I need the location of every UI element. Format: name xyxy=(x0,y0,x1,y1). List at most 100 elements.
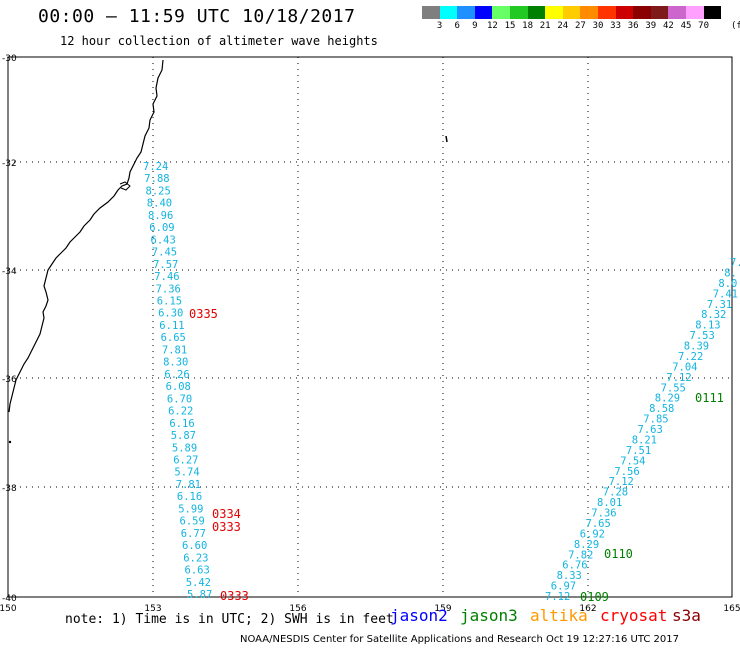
wave-height-label: 8.0 xyxy=(718,278,737,290)
wave-height-label: 6.43 xyxy=(151,234,176,246)
wave-height-label: 7.12 xyxy=(666,372,691,384)
colorbar-label: 36 xyxy=(627,21,639,31)
pass-time-label: 0333 xyxy=(220,589,249,603)
wave-height-label: 8. xyxy=(724,267,737,279)
x-tick-label: 150 xyxy=(0,604,17,614)
wave-height-label: 6.22 xyxy=(168,406,193,418)
legend-item-altika: altika xyxy=(530,606,588,625)
wave-height-label: 7.45 xyxy=(152,247,177,259)
pass-time-label: 0335 xyxy=(189,307,218,321)
y-tick-label: -32 xyxy=(2,159,17,169)
colorbar-label: 70 xyxy=(698,21,710,31)
colorbar-swatch xyxy=(580,6,598,19)
wave-height-label: 7.57 xyxy=(153,259,178,271)
y-tick-label: -38 xyxy=(2,484,17,494)
colorbar-label: 6 xyxy=(454,21,460,31)
colorbar-swatch xyxy=(685,6,704,19)
wave-height-label: 7.46 xyxy=(154,271,179,283)
colorbar-swatch xyxy=(615,6,634,19)
colorbar-label: 27 xyxy=(574,21,586,31)
pass-time-label: 0109 xyxy=(580,590,609,604)
colorbar-label: 18 xyxy=(522,21,534,31)
wave-height-label: 6.63 xyxy=(185,565,210,577)
colorbar-swatch xyxy=(509,6,528,19)
colorbar-swatch xyxy=(633,6,651,19)
pass-time-label: 0110 xyxy=(604,547,633,561)
colorbar-swatch xyxy=(703,6,722,19)
wave-height-label: 6.92 xyxy=(580,528,605,540)
wave-height-label: 6.59 xyxy=(180,516,205,528)
island-marker xyxy=(445,135,448,143)
wave-height-label: 7.54 xyxy=(620,455,645,467)
west-track: 7.247.888.258.408.966.096.437.457.577.46… xyxy=(143,161,212,601)
wave-height-label: 8.32 xyxy=(701,309,726,321)
wave-height-label: 8.29 xyxy=(655,393,680,405)
wave-height-label: 7.65 xyxy=(586,518,611,530)
wave-height-label: 7.24 xyxy=(143,161,168,173)
wave-height-label: 7.04 xyxy=(672,361,697,373)
wave-height-label: 8.01 xyxy=(597,497,622,509)
colorbar-label: 15 xyxy=(504,21,516,31)
map-title: 00:00 – 11:59 UTC 10/18/2017 xyxy=(38,6,356,27)
wave-height-label: 7.28 xyxy=(603,487,628,499)
colorbar-swatch xyxy=(668,6,686,19)
footer-note: note: 1) Time is in UTC; 2) SWH is in fe… xyxy=(65,612,394,627)
wave-height-label: 5.74 xyxy=(174,467,199,479)
credit-line: NOAA/NESDIS Center for Satellite Applica… xyxy=(240,634,679,645)
colorbar-swatch xyxy=(650,6,669,19)
wave-height-label: 8.29 xyxy=(574,539,599,551)
colorbar-swatch xyxy=(474,6,493,19)
colorbar-label: 3 xyxy=(436,21,443,31)
wave-height-label: 6.97 xyxy=(551,581,576,593)
wave-height-label: 7.36 xyxy=(591,508,616,520)
wave-height-label: 5.89 xyxy=(172,442,197,454)
wave-height-label: 6.26 xyxy=(164,369,189,381)
colorbar-label: 39 xyxy=(645,21,657,31)
colorbar-swatch xyxy=(422,6,440,19)
wave-height-label: 8.40 xyxy=(147,198,172,210)
wave-height-label: 6.23 xyxy=(183,552,208,564)
wave-height-label: 6.65 xyxy=(161,332,186,344)
wave-height-label: 5.42 xyxy=(186,577,211,589)
wave-height-label: 6.30 xyxy=(158,308,183,320)
wave-height-label: 5.99 xyxy=(178,503,203,515)
pass-time-label: 0334 xyxy=(212,507,241,521)
axis-tick-labels: 150 153 156 159 162 165 -30 -32 -34 -36 -38 -40 xyxy=(0,54,740,614)
x-tick-label: 156 xyxy=(289,604,306,614)
wave-height-label: 8.39 xyxy=(684,341,709,353)
wave-height-label: 7.81 xyxy=(176,479,201,491)
wave-height-label: 8.96 xyxy=(148,210,173,222)
wave-height-label: 7.51 xyxy=(626,445,651,457)
legend-item-jason2: jason2 xyxy=(390,606,448,625)
wave-height-label: 7.41 xyxy=(713,288,738,300)
colorbar xyxy=(422,6,722,19)
colorbar-unit: (ft) xyxy=(731,21,740,31)
wave-height-label: 6.60 xyxy=(182,540,207,552)
wave-height-label: 6.16 xyxy=(177,491,202,503)
wave-height-label: 6.70 xyxy=(167,393,192,405)
y-tick-label: -36 xyxy=(2,375,17,385)
wave-height-label: 8.33 xyxy=(557,570,582,582)
wave-height-label: 8.21 xyxy=(632,434,657,446)
graticule xyxy=(8,57,732,597)
wave-height-label: 6.16 xyxy=(169,418,194,430)
wave-height-label: 6.27 xyxy=(173,455,198,467)
wave-height-label: 5.87 xyxy=(187,589,212,601)
wave-height-label: 7.81 xyxy=(162,344,187,356)
legend-item-jason3: jason3 xyxy=(460,606,518,625)
map-subtitle: 12 hour collection of altimeter wave hei… xyxy=(60,34,378,48)
wave-height-label: 6.11 xyxy=(159,320,184,332)
wave-height-label: 7.82 xyxy=(568,549,593,561)
wave-height-label: 8.30 xyxy=(163,357,188,369)
wave-height-label: 7.12 xyxy=(545,591,570,603)
colorbar-label: 42 xyxy=(662,21,674,31)
wave-height-label: 7.53 xyxy=(690,330,715,342)
island-marker xyxy=(8,440,12,444)
colorbar-label: 21 xyxy=(539,21,551,31)
legend-item-cryosat: cryosat xyxy=(600,606,668,625)
wave-height-label: 7.85 xyxy=(643,414,668,426)
wave-height-label: 7.22 xyxy=(678,351,703,363)
wave-height-label: 7.56 xyxy=(614,466,639,478)
